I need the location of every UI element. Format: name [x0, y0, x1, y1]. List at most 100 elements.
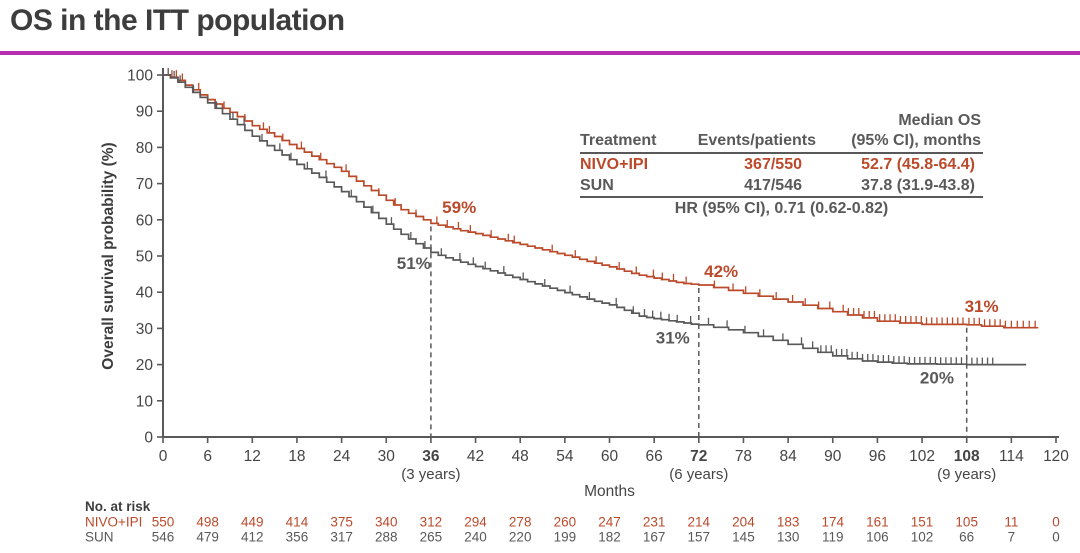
summary-header-median: Median OS (95% CI), months: [818, 111, 983, 151]
x-tick-label-18: 18: [288, 448, 305, 465]
y-tick-label-10: 10: [136, 393, 154, 410]
y-axis-title: Overall survival probability (%): [100, 142, 117, 369]
y-tick-label-100: 100: [127, 68, 153, 85]
x-tick-label-54: 54: [556, 448, 574, 465]
axes-group: 0 6 12 18 24 30 36 42 48 54 60 66 72 78 84 90 96 102 108 11…: [100, 68, 1069, 501]
milestone-label-59pct: 59%: [442, 198, 476, 217]
risk-value: 105: [955, 515, 978, 530]
x-tick-label-42: 42: [467, 448, 484, 465]
risk-value: 312: [420, 515, 443, 530]
reference-lines-group: [430, 226, 968, 437]
risk-row-label-sun: SUN: [85, 530, 114, 545]
risk-value: 550: [152, 515, 175, 530]
x-tick-label-96: 96: [869, 448, 886, 465]
summary-header-treatment: Treatment: [580, 132, 657, 149]
risk-value: 414: [286, 515, 309, 530]
x-year-label-108: (9 years): [937, 466, 996, 483]
x-year-label-36: (3 years): [401, 466, 460, 483]
x-tick-label-120: 120: [1043, 448, 1069, 465]
risk-value: 317: [330, 530, 353, 545]
risk-value: 288: [375, 530, 398, 545]
survival-curve-sun: [163, 74, 1027, 366]
y-tick-label-90: 90: [136, 104, 154, 121]
summary-cell-treatment: NIVO+IPI: [580, 156, 649, 173]
risk-value: 11: [1004, 515, 1018, 530]
risk-value: 157: [688, 530, 711, 545]
risk-value: 247: [598, 515, 621, 530]
series-group-nivo-ipi: [163, 70, 1039, 329]
x-tick-label-60: 60: [601, 448, 619, 465]
survival-curve-nivo-ipi: [163, 74, 1039, 329]
risk-value: 240: [464, 530, 487, 545]
x-tick-label-102: 102: [909, 448, 935, 465]
risk-value: 356: [286, 530, 309, 545]
x-tick-label-84: 84: [779, 448, 797, 465]
y-tick-label-70: 70: [136, 176, 154, 193]
summary-row-nivo-ipi: NIVO+IPI 367/550 52.7 (45.8-64.4): [580, 154, 983, 175]
y-tick-label-50: 50: [136, 249, 154, 266]
risk-value: 182: [598, 530, 621, 545]
risk-value: 130: [777, 530, 800, 545]
summary-header-events: Events/patients: [697, 132, 816, 149]
risk-value: 66: [959, 530, 974, 545]
risk-value: 167: [643, 530, 666, 545]
milestone-label-20pct: 20%: [920, 368, 954, 387]
risk-value: 498: [196, 515, 219, 530]
risk-value: 340: [375, 515, 398, 530]
risk-value: 412: [241, 530, 264, 545]
title-accent-rule: [0, 51, 1080, 55]
risk-value: 214: [688, 515, 711, 530]
risk-table-title: No. at risk: [85, 499, 151, 514]
summary-cell-median: 52.7 (45.8-64.4): [861, 156, 975, 173]
annotations-group: 59% 51% 42% 31% 31% 20%: [397, 198, 999, 387]
risk-value: 102: [911, 530, 934, 545]
milestone-label-31pct: 31%: [965, 297, 999, 316]
summary-cell-treatment: SUN: [580, 177, 614, 194]
risk-value: 199: [554, 530, 577, 545]
x-tick-label-72: 72: [690, 448, 707, 465]
risk-value: 145: [732, 530, 755, 545]
risk-value: 161: [866, 515, 889, 530]
risk-value: 260: [554, 515, 577, 530]
y-tick-label-80: 80: [136, 140, 154, 157]
x-year-label-72: (6 years): [669, 466, 728, 483]
x-tick-label-114: 114: [999, 448, 1024, 465]
risk-value: 174: [821, 515, 844, 530]
x-tick-label-48: 48: [512, 448, 529, 465]
risk-value: 0: [1052, 530, 1060, 545]
summary-header-median-line1: Median OS: [898, 112, 981, 129]
risk-value: 0: [1052, 515, 1060, 530]
hazard-ratio-footer: HR (95% CI), 0.71 (0.62-0.82): [674, 200, 889, 217]
y-tick-label-60: 60: [136, 212, 154, 229]
x-tick-label-108: 108: [954, 448, 980, 465]
milestone-label-51pct: 51%: [397, 254, 431, 273]
x-axis-title: Months: [584, 483, 635, 500]
summary-header-median-line2: (95% CI), months: [851, 132, 981, 149]
milestone-label-42pct: 42%: [704, 262, 738, 281]
risk-value: 106: [866, 530, 889, 545]
risk-value: 151: [911, 515, 934, 530]
risk-value: 375: [330, 515, 353, 530]
summary-cell-events: 417/546: [744, 177, 802, 194]
risk-value: 7: [1008, 530, 1016, 545]
risk-value: 265: [420, 530, 443, 545]
page-title: OS in the ITT population: [10, 4, 345, 37]
summary-header-row: Treatment Events/patients Median OS (95%…: [580, 111, 983, 154]
risk-value: 546: [152, 530, 175, 545]
y-tick-label-20: 20: [136, 357, 154, 374]
x-tick-label-90: 90: [824, 448, 842, 465]
x-tick-label-24: 24: [333, 448, 351, 465]
risk-value: 231: [643, 515, 666, 530]
series-group-sun: [163, 68, 1027, 366]
risk-value: 183: [777, 515, 800, 530]
summary-table: Treatment Events/patients Median OS (95%…: [580, 111, 983, 219]
risk-value: 220: [509, 530, 532, 545]
risk-row-label-nivo-ipi: NIVO+IPI: [85, 515, 142, 530]
risk-value: 294: [464, 515, 487, 530]
risk-value: 204: [732, 515, 755, 530]
summary-cell-median: 37.8 (31.9-43.8): [861, 177, 975, 194]
risk-value: 479: [196, 530, 219, 545]
summary-cell-events: 367/550: [744, 156, 802, 173]
